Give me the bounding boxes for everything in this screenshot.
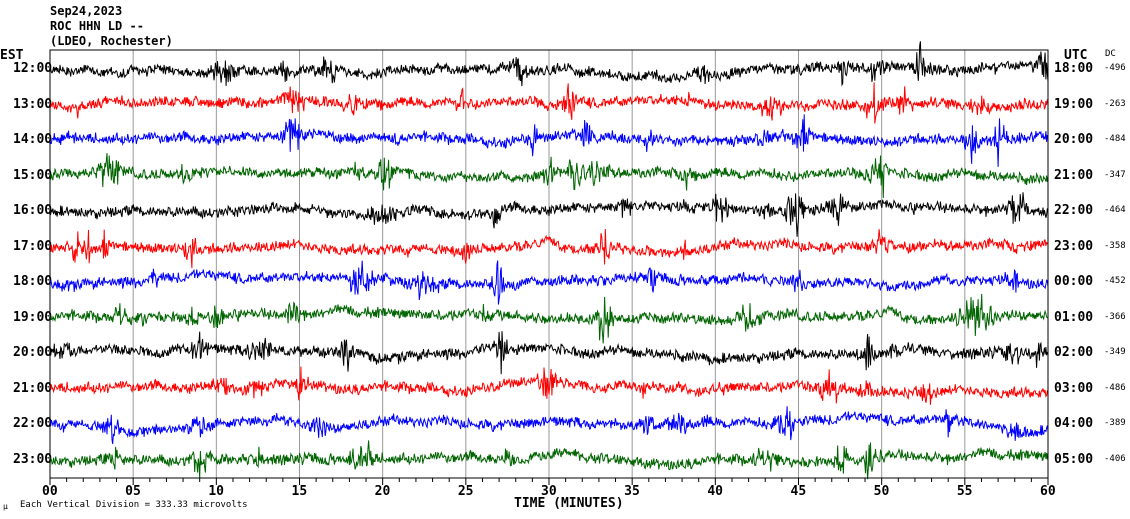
x-tick-label: 55 [956,484,973,499]
x-tick-label: 30 [541,484,557,499]
trace-row-0 [49,41,1049,87]
trace-row-9 [49,366,1049,405]
x-tick-label: 40 [707,484,723,499]
dc-offset-value: -389 [1104,418,1126,428]
dc-offset-value: -406 [1104,453,1126,464]
trace-row-11 [49,440,1049,480]
dc-offset-value: -347 [1104,169,1126,180]
utc-hour-label: 19:00 [1054,96,1094,112]
est-hour-label: 17:00 [13,238,53,254]
x-tick-label: 05 [125,484,141,499]
trace-row-10 [49,406,1049,445]
dc-offset-value: -349 [1104,347,1126,357]
dc-axis-label: DC [1105,49,1116,59]
plot-frame [49,49,1049,479]
utc-hour-label: 21:00 [1054,167,1094,183]
est-hour-label: 14:00 [13,132,53,147]
trace-row-5 [49,228,1049,269]
trace-row-3 [49,153,1049,199]
station-label: ROC HHN LD -- [50,19,144,33]
dc-offset-value: -452 [1104,276,1126,286]
dc-offset-value: -486 [1104,382,1126,393]
x-axis-title: TIME (MINUTES) [514,496,624,511]
dc-offset-value: -263 [1104,98,1126,109]
x-tick-label: 45 [790,484,807,499]
trace-row-2 [49,114,1049,167]
trace-row-8 [49,331,1049,375]
trace-row-6 [49,260,1049,305]
utc-hour-label: 00:00 [1054,274,1094,289]
x-tick-label: 25 [457,484,474,499]
dc-offset-value: -358 [1104,240,1126,251]
scale-note: Each Vertical Division = 333.33 microvol… [20,500,248,510]
est-hour-label: 20:00 [13,345,53,360]
est-hour-label: 19:00 [13,309,53,325]
x-tick-label: 35 [624,484,640,499]
network-label: (LDEO, Rochester) [50,34,173,48]
trace-row-7 [49,293,1049,344]
est-hour-label: 18:00 [13,274,53,289]
utc-hour-label: 03:00 [1054,380,1094,396]
x-tick-label: 15 [291,484,308,499]
dc-offset-value: -366 [1104,311,1126,322]
utc-hour-label: 20:00 [1054,132,1094,147]
mu-symbol: µ [3,502,8,511]
utc-hour-label: 22:00 [1054,203,1094,218]
utc-hour-label: 01:00 [1054,309,1094,325]
est-hour-label: 16:00 [13,203,53,218]
est-hour-label: 22:00 [13,416,53,431]
x-tick-label: 00 [42,484,58,499]
x-tick-label: 20 [374,484,391,499]
date-label: Sep24,2023 [50,4,123,18]
dc-offset-value: -464 [1104,205,1126,215]
utc-hour-label: 04:00 [1054,416,1094,431]
utc-hour-label: 02:00 [1054,345,1094,360]
utc-hour-label: 05:00 [1054,451,1094,467]
trace-row-1 [49,82,1049,124]
utc-hour-label: 18:00 [1054,61,1094,76]
est-hour-label: 13:00 [13,96,53,112]
est-hour-label: 12:00 [13,61,53,76]
trace-row-4 [49,192,1049,237]
x-tick-label: 50 [873,484,890,499]
utc-hour-label: 23:00 [1054,238,1094,254]
utc-axis-label: UTC [1064,48,1088,63]
est-hour-label: 15:00 [13,167,53,183]
est-axis-label: EST [0,48,24,63]
dc-offset-value: -496 [1104,63,1126,73]
x-tick-label: 60 [1040,484,1056,499]
est-hour-label: 21:00 [13,380,53,396]
dc-offset-value: -484 [1104,134,1126,144]
est-hour-label: 23:00 [13,451,53,467]
x-tick-label: 10 [208,484,224,499]
